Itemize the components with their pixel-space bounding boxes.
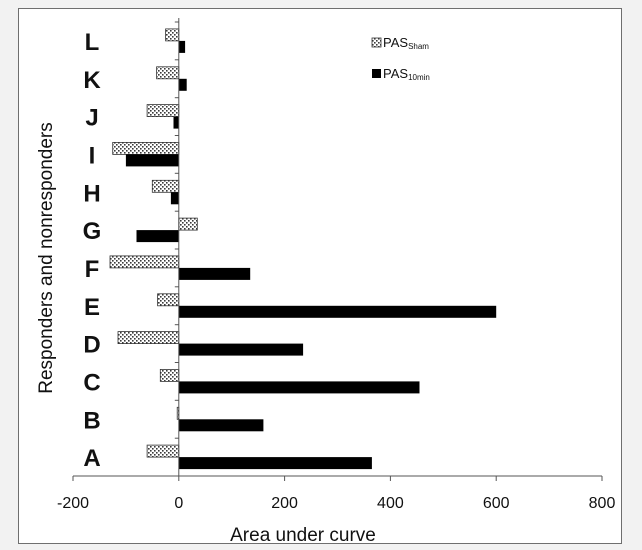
legend: PASSham PAS10min bbox=[371, 35, 430, 82]
legend-item-pas-10min: PAS10min bbox=[372, 66, 430, 82]
bar-g-pas-10min bbox=[136, 230, 179, 243]
figure-frame bbox=[18, 8, 622, 544]
bar-h-pas-10min bbox=[170, 192, 179, 205]
category-label-g: G bbox=[83, 218, 102, 245]
bar-k-pas-10min bbox=[178, 78, 187, 91]
bar-l-pas-sham bbox=[165, 28, 180, 42]
bar-k-pas-sham bbox=[156, 66, 180, 80]
category-label-b: B bbox=[83, 407, 100, 434]
legend-item-pas-sham: PASSham bbox=[371, 35, 429, 51]
bar-c-pas-sham bbox=[159, 368, 180, 382]
x-tick-label-200: 200 bbox=[271, 495, 298, 512]
x-tick-label-800: 800 bbox=[589, 495, 616, 512]
category-label-a: A bbox=[83, 445, 100, 472]
bars-group bbox=[109, 28, 497, 470]
bar-d-pas-sham bbox=[117, 331, 180, 345]
x-tick-label-0: 0 bbox=[174, 495, 183, 512]
x-tick-label-600: 600 bbox=[483, 495, 510, 512]
bar-f-pas-sham bbox=[109, 255, 180, 269]
bar-l-pas-10min bbox=[178, 40, 186, 53]
legend-swatch-pas-10min bbox=[372, 69, 381, 78]
axes-group bbox=[72, 18, 603, 481]
bar-d-pas-10min bbox=[178, 343, 304, 356]
legend-swatch-pas-sham bbox=[371, 37, 382, 48]
bar-i-pas-sham bbox=[112, 141, 180, 155]
category-label-d: D bbox=[83, 332, 100, 359]
x-axis-title: Area under curve bbox=[230, 525, 376, 546]
category-label-k: K bbox=[83, 67, 101, 94]
category-label-h: H bbox=[83, 180, 100, 207]
bar-e-pas-sham bbox=[157, 293, 180, 307]
category-label-c: C bbox=[83, 369, 100, 396]
bar-h-pas-sham bbox=[151, 179, 180, 193]
y-axis-title: Responders and nonresponders bbox=[36, 122, 57, 393]
bar-f-pas-10min bbox=[178, 267, 251, 280]
bar-a-pas-10min bbox=[178, 457, 372, 470]
category-label-l: L bbox=[85, 29, 100, 56]
legend-label-pas-sham: PASSham bbox=[383, 35, 429, 51]
x-tick-label--200: -200 bbox=[57, 495, 89, 512]
bar-j-pas-10min bbox=[173, 116, 179, 129]
bar-j-pas-sham bbox=[146, 104, 180, 117]
bar-g-pas-sham bbox=[178, 217, 198, 231]
x-tick-labels: -200 0 200 400 600 800 bbox=[57, 495, 615, 512]
bar-b-pas-10min bbox=[178, 419, 264, 432]
category-label-f: F bbox=[85, 256, 100, 283]
legend-label-pas-10min: PAS10min bbox=[383, 66, 430, 82]
x-tick-label-400: 400 bbox=[377, 495, 404, 512]
bar-i-pas-10min bbox=[125, 154, 179, 167]
bar-c-pas-10min bbox=[178, 381, 420, 394]
category-label-j: J bbox=[85, 105, 98, 132]
bar-e-pas-10min bbox=[178, 305, 497, 318]
category-label-e: E bbox=[84, 294, 100, 321]
category-label-i: I bbox=[89, 142, 96, 169]
bar-a-pas-sham bbox=[146, 444, 180, 458]
